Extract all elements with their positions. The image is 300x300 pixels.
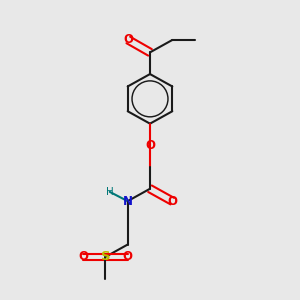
Text: N: N (123, 195, 133, 208)
Text: O: O (78, 250, 88, 263)
Text: H: H (106, 187, 114, 197)
Text: O: O (123, 250, 133, 263)
Text: O: O (123, 34, 133, 46)
Text: S: S (100, 250, 110, 263)
Text: O: O (145, 139, 155, 152)
Text: O: O (167, 195, 177, 208)
